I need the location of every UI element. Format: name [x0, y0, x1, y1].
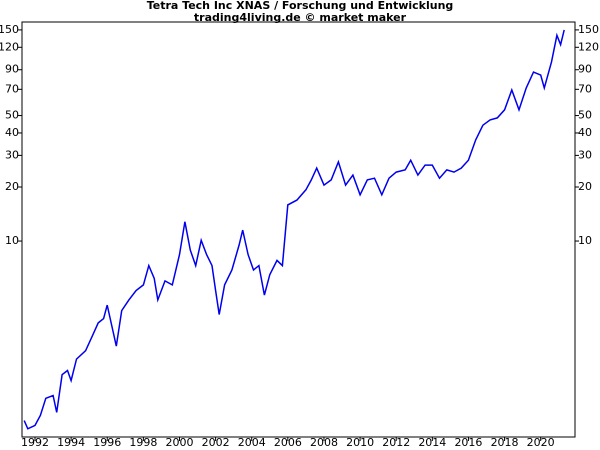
y-tick-label: 120 [0, 40, 19, 53]
y-tick-label: 90 [578, 63, 592, 76]
x-tick-label: 2020 [527, 436, 555, 449]
x-tick-label: 2006 [274, 436, 302, 449]
x-tick-label: 2016 [454, 436, 482, 449]
y-tick-label: 20 [5, 180, 19, 193]
y-tick-label: 40 [578, 126, 592, 139]
y-tick-label: 50 [578, 109, 592, 122]
y-tick-label: 10 [578, 234, 592, 247]
x-tick-label: 2018 [491, 436, 519, 449]
x-tick-label: 2008 [310, 436, 338, 449]
y-tick-label: 70 [578, 82, 592, 95]
x-tick-label: 2004 [238, 436, 266, 449]
chart-title: Tetra Tech Inc XNAS / Forschung und Entw… [147, 0, 454, 12]
x-tick-label: 2002 [202, 436, 230, 449]
y-tick-label: 30 [578, 148, 592, 161]
x-tick-label: 1998 [129, 436, 157, 449]
y-tick-label: 70 [5, 82, 19, 95]
y-tick-label: 120 [578, 40, 599, 53]
y-tick-label: 20 [578, 180, 592, 193]
y-tick-label: 10 [5, 234, 19, 247]
price-line [23, 29, 565, 430]
x-tick-label: 2000 [165, 436, 193, 449]
y-tick-label: 150 [578, 23, 599, 36]
x-tick-label: 1992 [21, 436, 49, 449]
x-tick-label: 1996 [93, 436, 121, 449]
x-tick-label: 2012 [382, 436, 410, 449]
y-tick-label: 40 [5, 126, 19, 139]
y-tick-label: 50 [5, 109, 19, 122]
plot-frame [21, 21, 576, 438]
x-tick-label: 1994 [57, 436, 85, 449]
x-tick-label: 2010 [346, 436, 374, 449]
y-tick-label: 30 [5, 148, 19, 161]
chart-subtitle: trading4living.de © market maker [194, 11, 407, 24]
y-tick-label: 150 [0, 23, 19, 36]
y-tick-label: 90 [5, 63, 19, 76]
x-tick-label: 2014 [418, 436, 446, 449]
